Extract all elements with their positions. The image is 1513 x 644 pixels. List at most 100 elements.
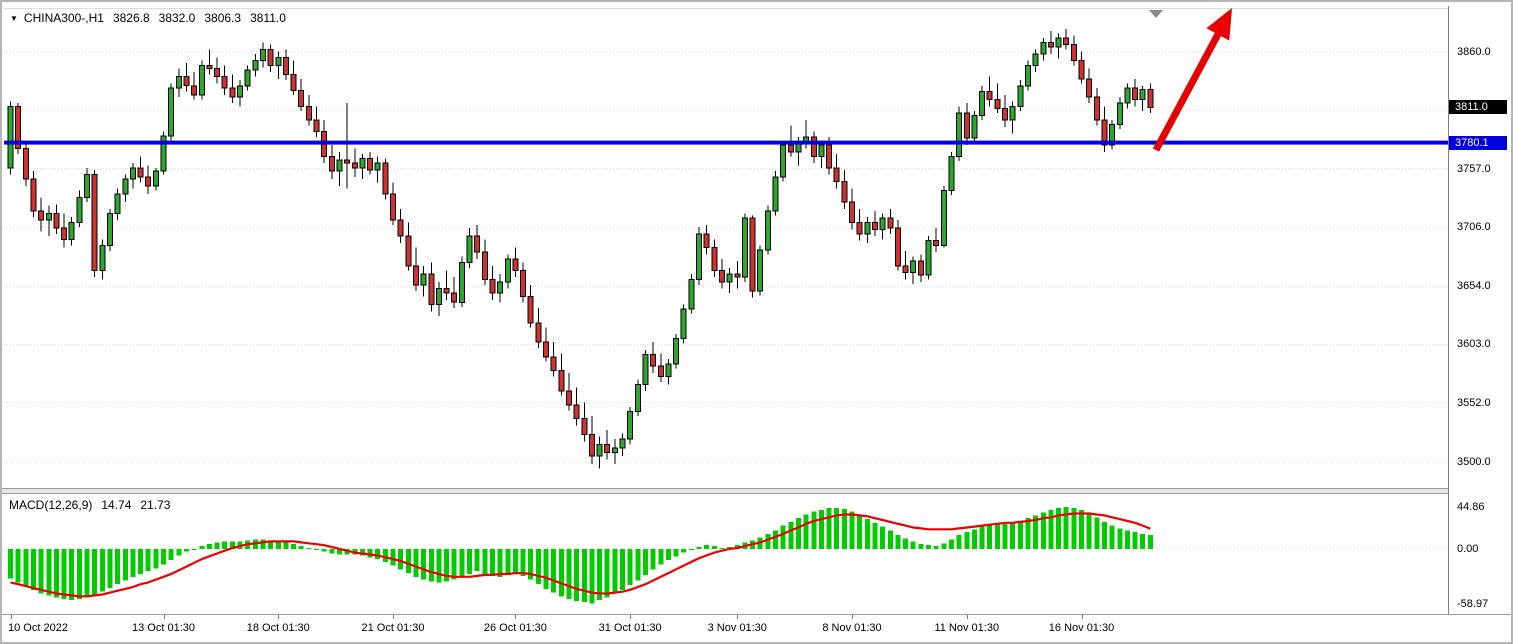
price-tick-label: 3706.0	[1457, 221, 1491, 234]
macd-histogram-bar	[390, 548, 396, 566]
candle-down	[604, 444, 611, 454]
trend-arrow-head[interactable]	[1206, 8, 1232, 41]
macd-histogram-bar	[84, 548, 90, 598]
time-label: 8 Nov 01:30	[822, 622, 882, 634]
macd-histogram-bar	[222, 541, 228, 549]
macd-histogram-bar	[183, 548, 189, 552]
candle-down	[1093, 96, 1100, 121]
macd-histogram-bar	[673, 548, 679, 557]
macd-histogram-bar	[1010, 522, 1016, 549]
candle-down	[933, 240, 940, 246]
macd-panel[interactable]: MACD(12,26,9) 14.74 21.73	[4, 494, 1448, 614]
time-label: 31 Oct 01:30	[598, 622, 662, 634]
macd-histogram-bar	[336, 548, 342, 555]
candle-down	[412, 265, 419, 286]
macd-histogram-bar	[773, 530, 778, 549]
candle-down	[986, 91, 993, 100]
candle-down	[535, 322, 542, 343]
candle-down	[382, 162, 389, 195]
macd-histogram-bar	[76, 548, 82, 600]
macd-histogram-bar	[1101, 521, 1107, 549]
time-label: 18 Oct 01:30	[246, 622, 310, 634]
macd-histogram-bar	[130, 548, 136, 577]
candle-down	[1132, 87, 1139, 100]
candle-down	[328, 155, 335, 172]
candle-down	[527, 296, 534, 324]
macd-histogram-bar	[359, 548, 365, 556]
candle-up	[114, 193, 121, 214]
macd-histogram-bar	[956, 534, 962, 549]
candle-up	[1032, 53, 1039, 66]
macd-histogram-bar	[589, 548, 595, 604]
price-chart-panel[interactable]: ▼ CHINA300-,H1 3826.8 3832.0 3806.3 3811.0	[4, 6, 1448, 488]
candle-up	[634, 383, 641, 413]
macd-histogram-bar	[176, 548, 182, 556]
macd-histogram-bar	[864, 519, 870, 549]
macd-histogram-bar	[1056, 508, 1062, 549]
candle-up	[979, 91, 986, 116]
candle-up	[175, 76, 182, 89]
candle-down	[894, 227, 901, 267]
macd-histogram-bar	[505, 548, 511, 575]
macd-histogram-bar	[903, 538, 909, 549]
candle-down	[833, 167, 840, 183]
time-axis[interactable]: 10 Oct 2022 13 Oct 01:30 18 Oct 01:30 21 Oc…	[4, 615, 1448, 642]
candle-up	[435, 288, 442, 306]
time-label: 13 Oct 01:30	[132, 622, 195, 634]
candle-up	[458, 261, 465, 303]
macd-histogram-bar	[642, 548, 648, 575]
macd-histogram-bar	[520, 548, 526, 576]
candle-up	[1139, 88, 1146, 100]
macd-histogram-bar	[275, 541, 281, 549]
candle-down	[734, 273, 741, 278]
macd-histogram-bar	[367, 548, 373, 558]
chart-shift-marker-icon[interactable]	[1149, 10, 1163, 18]
candle-up	[45, 212, 52, 221]
macd-histogram-bar	[191, 548, 197, 550]
macd-histogram-bar	[834, 508, 840, 549]
macd-value: 14.74	[101, 498, 132, 512]
candle-up	[1017, 85, 1024, 107]
candle-up	[757, 249, 764, 292]
macd-histogram-bar	[1025, 518, 1031, 549]
panel-splitter[interactable]	[2, 488, 1511, 494]
candle-up	[84, 174, 90, 198]
candle-down	[38, 210, 45, 221]
candle-up	[1040, 42, 1047, 55]
candle-down	[474, 235, 481, 253]
candle-up	[1124, 87, 1131, 104]
candle-down	[917, 260, 924, 276]
macd-histogram-bar	[115, 548, 121, 585]
trend-arrow-shaft[interactable]	[1152, 27, 1224, 152]
macd-histogram-bar	[1063, 507, 1069, 549]
time-tick	[852, 615, 853, 619]
current-price-badge: 3811.0	[1449, 100, 1507, 115]
macd-histogram-bar	[887, 530, 893, 549]
horizontal-price-line[interactable]	[4, 140, 1448, 145]
candle-down	[405, 235, 412, 267]
symbol-dropdown-icon[interactable]: ▼	[10, 14, 18, 23]
candle-down	[550, 356, 557, 372]
macd-histogram-bar	[206, 544, 212, 549]
macd-histogram-bar	[69, 548, 75, 601]
open-value: 3826.8	[112, 11, 150, 25]
macd-histogram-bar	[627, 548, 633, 586]
macd-histogram-bar	[298, 546, 304, 549]
macd-histogram-bar	[1132, 532, 1138, 549]
candle-up	[152, 170, 159, 187]
macd-histogram-bar	[971, 529, 977, 549]
chart-top-border	[4, 8, 1448, 9]
candle-down	[856, 222, 863, 235]
macd-histogram-bar	[604, 548, 610, 598]
candle-down	[451, 292, 458, 303]
time-tick	[10, 615, 12, 619]
macd-histogram-bar	[53, 548, 59, 598]
price-axis[interactable]: 3811.0 3780.1 3860.0 3757.0 3706.0 3654.0 36…	[1448, 6, 1511, 614]
macd-histogram-bar	[122, 548, 128, 581]
candle-down	[565, 390, 572, 406]
time-tick	[1081, 615, 1083, 619]
macd-histogram-bar	[818, 509, 824, 549]
candle-up	[818, 144, 825, 157]
macd-histogram-bar	[1109, 525, 1115, 549]
candle-down	[711, 247, 718, 271]
